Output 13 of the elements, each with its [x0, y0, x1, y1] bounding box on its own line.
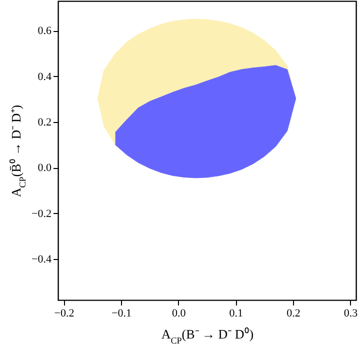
- x-tick-label: 0.1: [229, 308, 244, 320]
- x-tick-label: 0.0: [172, 308, 186, 320]
- x-tick-label: 0.3: [344, 308, 358, 320]
- y-tick-label: 0.4: [38, 70, 52, 83]
- x-tick-label: 0.2: [286, 308, 300, 320]
- y-tick-label: 0.2: [38, 116, 52, 128]
- x-tick-label: −0.1: [112, 308, 132, 320]
- x-tick-label: −0.2: [54, 308, 74, 320]
- y-tick-label: −0.2: [32, 208, 52, 220]
- x-axis-title: A$_{CP}$(B⁻ → D⁻ D⁰): [161, 326, 254, 346]
- y-tick-label: 0.6: [38, 25, 52, 38]
- y-tick-label: −0.4: [32, 253, 52, 266]
- y-tick-label: 0.0: [38, 162, 52, 174]
